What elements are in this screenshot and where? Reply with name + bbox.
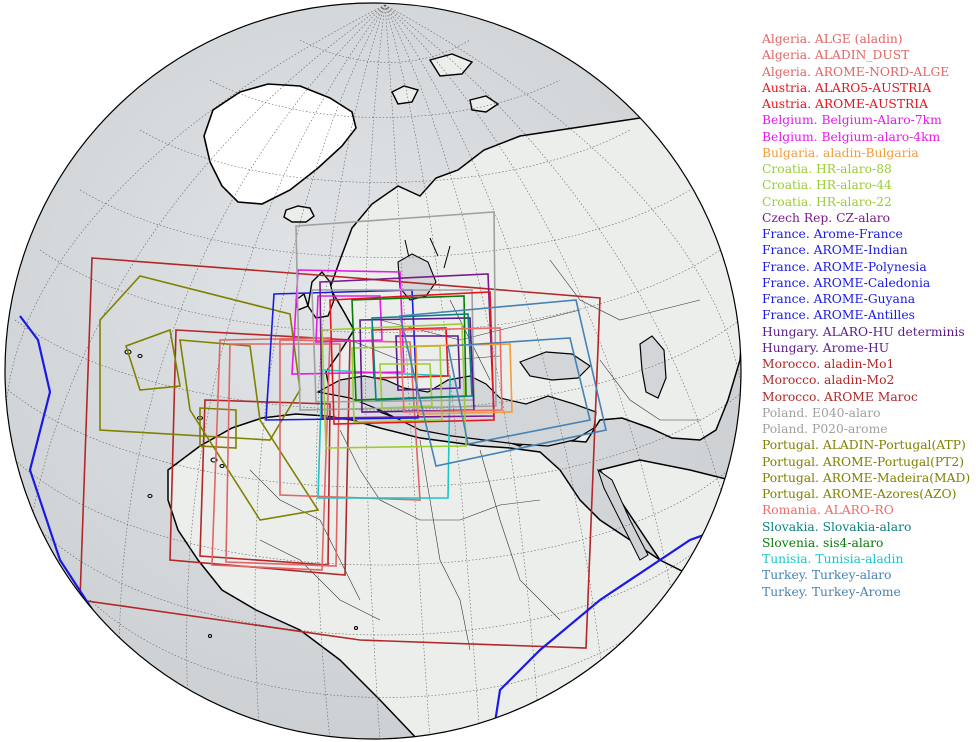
legend-item: Turkey. Turkey-alaro (762, 568, 892, 583)
legend-item: Turkey. Turkey-Arome (762, 584, 901, 599)
country-borders (249, 259, 701, 651)
red-sea (597, 468, 649, 561)
legend-item: Belgium. Belgium-alaro-4km (762, 129, 941, 144)
legend-item: Portugal. AROME-Madeira(MAD) (762, 470, 971, 485)
legend-item: France. AROME-Caledonia (762, 275, 931, 290)
legend-item: Portugal. ALADIN-Portugal(ATP) (762, 438, 966, 453)
legend-item: Romania. ALARO-RO (762, 503, 894, 518)
legend-item: Austria. AROME-AUSTRIA (762, 97, 929, 111)
legend-item: Slovenia. sis4-alaro (762, 535, 884, 550)
legend-item: Poland. E040-alaro (762, 405, 881, 420)
legend-item: France. AROME-Polynesia (762, 259, 927, 274)
legend-item: Bulgaria. aladin-Bulgaria (762, 145, 919, 160)
arctic-islands (391, 53, 500, 113)
legend-item: Portugal. AROME-Portugal(PT2) (762, 454, 964, 469)
legend-item: Morocco. AROME Maroc (762, 389, 918, 404)
legend-item: Hungary. ALARO-HU determinis (762, 324, 965, 339)
legend-item: Morocco. aladin-Mo1 (762, 357, 895, 371)
legend-item: Belgium. Belgium-Alaro-7km (762, 113, 942, 128)
legend-item: France. Arome-France (762, 227, 903, 241)
iceland-landmass (283, 205, 315, 223)
legend-item: Croatia. HR-alaro-88 (762, 162, 892, 176)
legend-item: Poland. P020-arome (762, 422, 888, 436)
legend-item: Portugal. AROME-Azores(AZO) (762, 487, 957, 501)
greenland-landmass (203, 83, 357, 205)
legend-item: Hungary. Arome-HU (762, 340, 890, 355)
legend-item: France. AROME-Antilles (762, 308, 915, 323)
caspian-sea (639, 335, 667, 399)
legend-item: France. AROME-Indian (762, 243, 908, 258)
legend-item: Croatia. HR-alaro-22 (762, 194, 892, 209)
globe-outline (4, 2, 742, 740)
atlantic-islands (124, 349, 359, 639)
legend-item: France. AROME-Guyana (762, 292, 916, 306)
black-sea (519, 351, 591, 381)
legend-item: Croatia. HR-alaro-44 (762, 178, 892, 193)
legend-item: Algeria. ALADIN_DUST (762, 48, 910, 63)
legend-item: Morocco. aladin-Mo2 (762, 373, 895, 388)
legend-item: Slovakia. Slovakia-alaro (762, 519, 912, 534)
legend-item: Tunisia. Tunisia-aladin (762, 552, 904, 566)
legend-item: Austria. ALARO5-AUSTRIA (762, 80, 932, 95)
legend-item: Czech Rep. CZ-alaro (762, 210, 891, 225)
legend-item: Algeria. ALGE (aladin) (762, 32, 903, 46)
domains-legend: Algeria. ALGE (aladin) Algeria. ALADIN_DU… (762, 31, 976, 600)
legend-item: Algeria. AROME-NORD-ALGE (762, 64, 950, 79)
